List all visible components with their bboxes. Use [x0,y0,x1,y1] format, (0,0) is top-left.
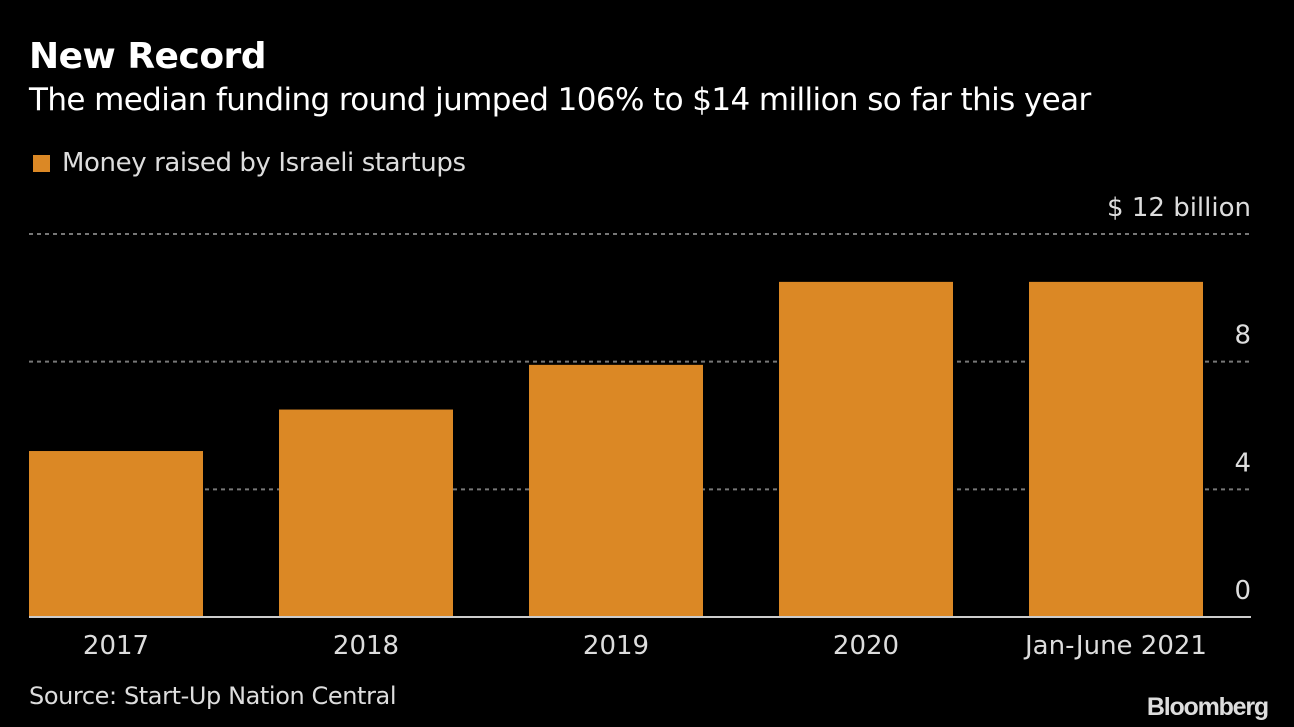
x-tick-label: 2020 [833,631,899,661]
source-note: Source: Start-Up Nation Central [29,682,397,710]
bar [529,364,703,617]
x-tick-label: 2018 [333,631,399,661]
y-tick-label: 8 [1234,321,1251,351]
chart-subtitle: The median funding round jumped 106% to … [29,82,1091,118]
legend: Money raised by Israeli startups [33,148,466,178]
legend-swatch [33,154,50,172]
bar [1029,281,1203,617]
bar [29,451,203,617]
x-tick-label: 2017 [83,631,149,661]
y-tick-label: $ 12 billion [1107,193,1251,223]
y-tick-label: 4 [1234,448,1251,478]
bar [279,409,453,617]
legend-label: Money raised by Israeli startups [62,148,466,178]
chart-title: New Record [29,36,267,77]
bar [779,281,953,617]
bloomberg-logo: Bloomberg [1146,693,1269,721]
y-tick-label: 0 [1234,576,1251,606]
x-tick-label: Jan-June 2021 [1023,631,1207,661]
x-tick-label: 2019 [583,631,649,661]
